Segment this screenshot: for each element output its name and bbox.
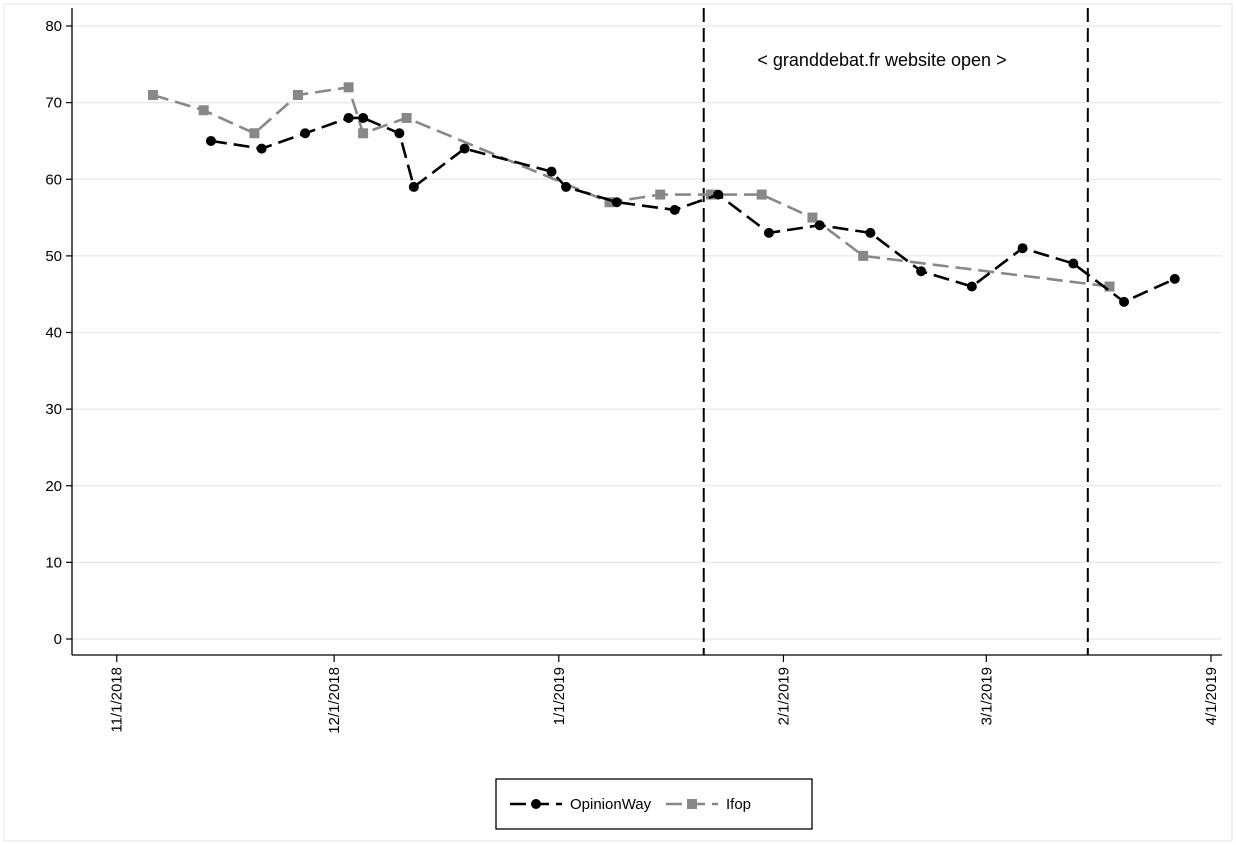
data-point xyxy=(198,105,209,116)
legend-marker xyxy=(531,799,541,809)
data-point xyxy=(865,227,876,238)
data-point xyxy=(205,135,216,146)
data-point xyxy=(1169,273,1180,284)
data-point xyxy=(713,189,724,200)
y-tick-label: 50 xyxy=(45,248,62,265)
y-tick-label: 60 xyxy=(45,171,62,188)
legend-marker xyxy=(687,799,697,809)
data-point xyxy=(358,128,369,139)
annotation-label: < granddebat.fr website open > xyxy=(757,50,1006,70)
data-point xyxy=(807,212,818,223)
data-point xyxy=(546,166,557,177)
y-tick-label: 20 xyxy=(45,478,62,495)
y-tick-label: 70 xyxy=(45,95,62,112)
data-point xyxy=(1068,258,1079,269)
data-point xyxy=(408,181,419,192)
legend-entry-opinionway: OpinionWay xyxy=(510,796,652,813)
y-tick-label: 30 xyxy=(45,401,62,418)
data-point xyxy=(1017,243,1028,254)
data-point xyxy=(916,266,927,277)
data-point xyxy=(401,112,412,123)
data-point xyxy=(561,181,572,192)
data-point xyxy=(1119,296,1130,307)
data-point xyxy=(655,189,666,200)
data-point xyxy=(763,227,774,238)
data-point xyxy=(858,250,869,261)
series-line xyxy=(210,116,1176,304)
data-point xyxy=(292,89,303,100)
series-group xyxy=(147,82,1180,307)
y-tick-label: 80 xyxy=(45,18,62,35)
gridlines xyxy=(72,25,1222,640)
data-point xyxy=(669,204,680,215)
x-tick-label: 4/1/2019 xyxy=(1203,667,1220,725)
data-point xyxy=(459,143,470,154)
x-tick-label: 12/1/2018 xyxy=(326,667,343,734)
data-point xyxy=(300,128,311,139)
x-tick-label: 3/1/2019 xyxy=(978,667,995,725)
series-opinionway xyxy=(205,112,1180,307)
chart-frame xyxy=(3,3,1233,842)
series-line xyxy=(152,86,1110,288)
data-point xyxy=(1104,281,1115,292)
data-point xyxy=(966,281,977,292)
data-point xyxy=(343,82,354,93)
axes: 0 10 20 30 40 50 60 70 80 11/1/2018 12/1/2018 1/1/2… xyxy=(45,8,1222,734)
data-point xyxy=(611,197,622,208)
legend-label: OpinionWay xyxy=(570,796,652,813)
data-point xyxy=(756,189,767,200)
y-tick-label: 10 xyxy=(45,554,62,571)
data-point xyxy=(147,89,158,100)
data-point xyxy=(249,128,260,139)
series-ifop xyxy=(147,82,1115,292)
y-tick-label: 40 xyxy=(45,325,62,342)
x-tick-label: 2/1/2019 xyxy=(775,667,792,725)
data-point xyxy=(343,112,354,123)
legend-label: Ifop xyxy=(726,796,751,813)
data-point xyxy=(705,189,716,200)
data-point xyxy=(604,197,615,208)
data-point xyxy=(394,128,405,139)
x-tick-label: 11/1/2018 xyxy=(109,667,126,733)
legend-entry-ifop: Ifop xyxy=(666,796,751,813)
x-tick-label: 1/1/2019 xyxy=(551,667,568,725)
data-point xyxy=(814,220,825,231)
data-point xyxy=(256,143,267,154)
data-point xyxy=(358,112,369,123)
y-tick-label: 0 xyxy=(54,631,62,648)
legend: OpinionWay Ifop xyxy=(495,778,813,830)
reference-lines xyxy=(702,8,1089,655)
